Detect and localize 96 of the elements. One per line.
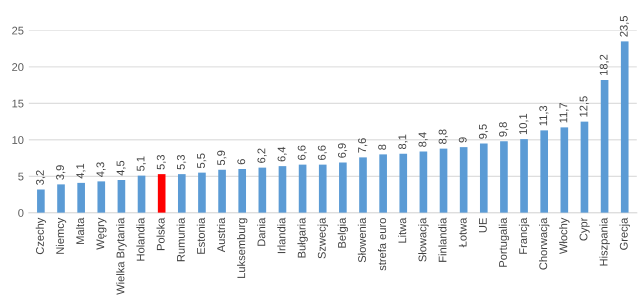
bar	[198, 172, 206, 213]
data-label: 6,2	[257, 148, 267, 163]
bar	[298, 164, 306, 213]
x-tick-label: Rumunia	[176, 218, 185, 262]
data-label: 5,1	[136, 156, 146, 171]
x-tick-label: Bułgaria	[297, 218, 308, 258]
x-tick-label: Słowenia	[358, 218, 366, 262]
x-tick-label: Estonia	[196, 218, 205, 254]
bar	[379, 154, 387, 213]
data-label: 6,4	[278, 146, 287, 162]
data-label: 5,3	[176, 155, 186, 170]
data-label: 5,9	[217, 150, 226, 166]
bar	[178, 174, 186, 213]
x-tick-label: Dania	[257, 218, 266, 246]
x-tick-label: Portugalia	[498, 218, 510, 267]
x-tick-label: strefa euro	[378, 218, 386, 270]
x-tick-label: Słowacja	[418, 218, 429, 262]
bar	[97, 181, 106, 213]
bar	[440, 148, 448, 213]
x-tick-label: Holandia	[136, 218, 145, 261]
x-tick-label: Litwa	[398, 218, 406, 243]
bar	[420, 152, 428, 213]
data-label: 9,5	[478, 124, 488, 139]
x-tick-label: Francja	[518, 218, 530, 254]
data-label: 10,1	[519, 114, 528, 134]
data-label: 9,8	[499, 122, 508, 137]
data-label: 23,5	[620, 16, 630, 37]
bar	[600, 80, 608, 213]
bar	[359, 157, 367, 213]
x-tick-label: Luksemburg	[237, 218, 248, 278]
data-label: 9	[458, 137, 467, 142]
bar	[560, 127, 568, 213]
data-label: 5,3	[156, 155, 166, 170]
bar	[238, 169, 246, 213]
y-tick-label: 25	[12, 26, 24, 35]
data-label: 4,3	[96, 162, 106, 178]
x-tick-label: Malta	[76, 218, 84, 244]
bar	[460, 147, 468, 213]
y-tick-label: 15	[12, 100, 24, 108]
x-tick-label: Hiszpania	[599, 218, 610, 266]
data-label: 12,5	[580, 96, 589, 117]
bar	[258, 168, 266, 213]
x-tick-label: Niemcy	[56, 218, 66, 254]
x-tick-label: Węgry	[96, 218, 106, 250]
y-tick-label: 10	[12, 136, 24, 144]
data-label: 11,7	[560, 103, 569, 122]
x-tick-label: Łotwa	[458, 218, 467, 248]
y-tick-label: 0	[18, 209, 24, 217]
x-tick-label: Włochy	[559, 218, 570, 254]
bar	[520, 139, 528, 213]
x-tick-label: Chorwacja	[539, 218, 550, 270]
x-tick-label: Irlandia	[277, 218, 286, 254]
data-label: 7,6	[358, 138, 368, 153]
data-label: 8,1	[398, 134, 408, 150]
bar	[318, 164, 327, 213]
data-label: 8,4	[418, 132, 428, 147]
data-label: 8,8	[438, 129, 448, 144]
y-tick-label: 5	[18, 172, 24, 180]
data-label: 4,5	[116, 160, 126, 176]
x-tick-label: Finlandia	[438, 218, 447, 262]
data-label: 3,2	[36, 170, 46, 185]
x-tick-label: Czechy	[36, 218, 46, 254]
bar	[57, 184, 65, 213]
data-label: 4,1	[76, 164, 86, 178]
bar	[620, 41, 629, 213]
bar	[580, 122, 588, 213]
bar	[480, 143, 488, 213]
x-tick-label: UE	[479, 218, 487, 232]
bar	[500, 141, 508, 213]
data-label: 5,5	[197, 154, 206, 168]
data-label: 6	[237, 159, 246, 164]
data-label: 6,9	[338, 143, 348, 158]
bar	[77, 182, 85, 213]
bar	[118, 180, 126, 213]
x-tick-label: Cypr	[580, 218, 590, 241]
x-tick-label: Polska	[156, 218, 165, 250]
y-tick-label: 20	[12, 63, 24, 72]
data-label: 3,9	[56, 165, 66, 180]
x-tick-label: Wielka Brytania	[116, 218, 127, 295]
data-label: 11,3	[539, 106, 548, 126]
bar	[158, 174, 166, 213]
x-tick-label: Belgia	[338, 218, 348, 248]
bar	[37, 189, 45, 213]
bar	[138, 176, 146, 213]
data-label: 6,6	[318, 146, 328, 160]
bar	[399, 154, 408, 213]
data-label: 18,2	[600, 54, 609, 75]
x-tick-label: Grecja	[620, 218, 630, 250]
bar	[278, 166, 286, 213]
bar	[540, 130, 548, 213]
bar	[218, 170, 226, 213]
bar	[339, 162, 347, 213]
x-tick-label: Austria	[216, 218, 226, 252]
data-label: 8	[378, 144, 386, 150]
x-tick-label: Szwecja	[318, 218, 328, 259]
data-label: 6,6	[298, 146, 307, 160]
